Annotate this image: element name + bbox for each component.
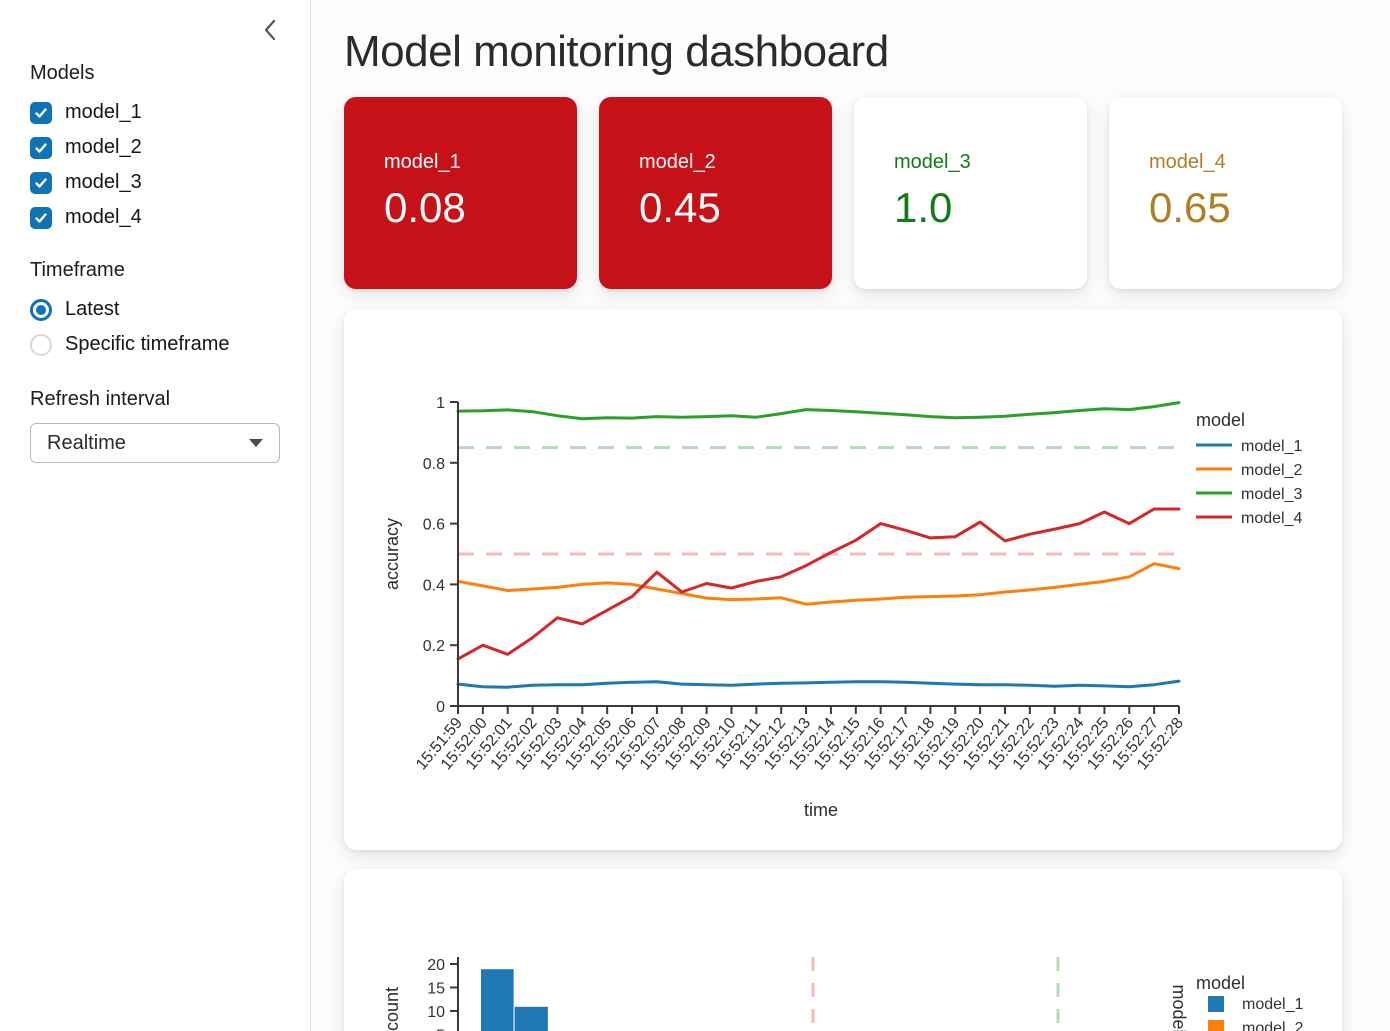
check-icon xyxy=(35,177,47,188)
checkbox-model_2[interactable] xyxy=(30,136,52,159)
timeframe-section-label: Timeframe xyxy=(30,259,125,281)
model-checkbox-group: model_1 model_2 model_3 xyxy=(30,95,280,235)
metric-card-model_4: model_4 0.65 xyxy=(1109,97,1342,290)
checkbox-row-model_3[interactable]: model_3 xyxy=(30,165,280,200)
svg-text:model: model xyxy=(1196,410,1245,430)
svg-text:model_1: model_1 xyxy=(1168,985,1189,1031)
svg-text:10: 10 xyxy=(427,1004,445,1021)
checkbox-label: model_4 xyxy=(65,206,142,228)
collapse-sidebar-button[interactable] xyxy=(258,16,282,44)
legend-swatch-model_1 xyxy=(1208,996,1224,1013)
legend-swatch-model_2 xyxy=(1208,1020,1224,1031)
page-title: Model monitoring dashboard xyxy=(344,27,889,76)
dropdown-arrow-icon xyxy=(249,439,263,447)
svg-text:model_2: model_2 xyxy=(1242,1020,1303,1031)
svg-text:model_3: model_3 xyxy=(1241,486,1302,503)
metrics-row: model_1 0.08 model_2 0.45 model_3 1.0 mo… xyxy=(344,97,1390,290)
svg-text:model: model xyxy=(1196,973,1245,993)
chevron-left-icon xyxy=(264,19,276,41)
checkbox-row-model_1[interactable]: model_1 xyxy=(30,95,280,130)
checkbox-model_3[interactable] xyxy=(30,171,52,194)
metric-card-model_3: model_3 1.0 xyxy=(854,97,1087,290)
accuracy-line-chart: 00.20.40.60.8115:51:5915:52:0015:52:0115… xyxy=(382,395,1302,820)
line-model_2 xyxy=(456,562,1181,607)
metric-label: model_1 xyxy=(384,151,461,174)
metric-value: 1.0 xyxy=(894,184,953,232)
check-icon xyxy=(35,107,47,118)
checkbox-row-model_2[interactable]: model_2 xyxy=(30,130,280,165)
svg-text:model_1: model_1 xyxy=(1242,996,1303,1013)
check-icon xyxy=(35,212,47,223)
metric-value: 0.08 xyxy=(384,184,466,232)
svg-text:15: 15 xyxy=(427,981,445,998)
main-content: Model monitoring dashboard model_1 0.08 … xyxy=(311,0,1390,1031)
sidebar: Models model_1 model_2 xyxy=(0,0,311,1031)
svg-text:0.2: 0.2 xyxy=(423,639,445,656)
line-model_4 xyxy=(456,507,1181,661)
svg-text:model_1: model_1 xyxy=(1241,438,1302,455)
svg-text:5: 5 xyxy=(436,1028,445,1031)
checkbox-label: model_1 xyxy=(65,101,142,123)
metric-value: 0.45 xyxy=(639,184,721,232)
accuracy-line-chart-card: 0 0.2 0.4 0.6 0.8 1 15:51:59 15:52:00 15:52:01 15… xyxy=(344,309,1342,851)
metric-label: model_3 xyxy=(894,151,971,174)
svg-text:20: 20 xyxy=(427,957,445,974)
svg-text:0.4: 0.4 xyxy=(423,578,445,595)
metric-card-model_2: model_2 0.45 xyxy=(599,97,832,290)
radio-row-latest[interactable]: Latest xyxy=(30,292,280,327)
histogram-bar-model_1 xyxy=(480,968,515,1031)
histogram-bar-model_1 xyxy=(513,1006,549,1031)
svg-text:model_2: model_2 xyxy=(1241,462,1302,479)
svg-text:1: 1 xyxy=(436,395,445,412)
checkbox-row-model_4[interactable]: model_4 xyxy=(30,200,280,235)
svg-text:0: 0 xyxy=(436,699,445,716)
refresh-interval-label: Refresh interval xyxy=(30,388,171,410)
metric-label: model_2 xyxy=(639,151,716,174)
svg-text:0.8: 0.8 xyxy=(423,456,445,473)
svg-text:0.6: 0.6 xyxy=(423,517,445,534)
models-section-label: Models xyxy=(30,62,95,84)
line-model_1 xyxy=(456,679,1181,690)
radio-latest[interactable] xyxy=(30,298,52,321)
checkbox-model_1[interactable] xyxy=(30,101,52,124)
check-icon xyxy=(35,142,47,153)
svg-text:time: time xyxy=(804,800,838,820)
radio-row-specific-timeframe[interactable]: Specific timeframe xyxy=(30,327,280,362)
svg-text:accuracy: accuracy xyxy=(382,518,402,590)
radio-label: Specific timeframe xyxy=(65,333,230,355)
svg-text:model_4: model_4 xyxy=(1241,510,1302,527)
checkbox-label: model_3 xyxy=(65,171,142,193)
metric-value: 0.65 xyxy=(1149,184,1231,232)
svg-text:count: count xyxy=(382,987,402,1031)
metric-card-model_1: model_1 0.08 xyxy=(344,97,577,290)
checkbox-model_4[interactable] xyxy=(30,206,52,229)
radio-label: Latest xyxy=(65,298,120,320)
timeframe-radio-group: Latest Specific timeframe xyxy=(30,292,280,362)
checkbox-label: model_2 xyxy=(65,136,142,158)
metric-label: model_4 xyxy=(1149,151,1226,174)
line-model_3 xyxy=(456,401,1181,421)
refresh-interval-select[interactable]: Realtime xyxy=(30,423,280,463)
refresh-interval-value: Realtime xyxy=(47,431,126,454)
radio-specific-timeframe[interactable] xyxy=(30,333,52,356)
